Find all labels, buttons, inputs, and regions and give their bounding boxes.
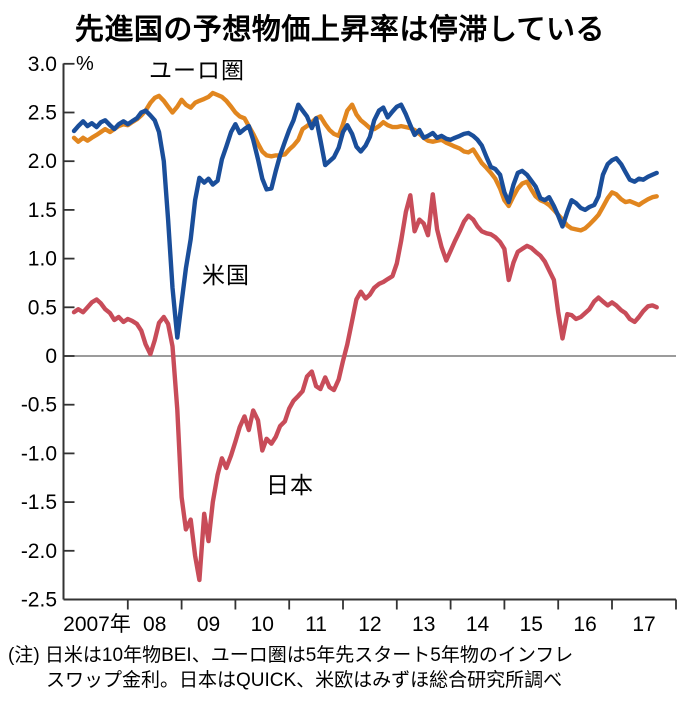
- source-note-line2: スワップ金利。日本はQUICK、米欧はみずほ総合研究所調べ: [46, 670, 563, 691]
- x-tick-label: 10: [251, 613, 274, 636]
- x-tick-label: 09: [197, 613, 220, 636]
- y-axis-unit-label: %: [76, 53, 94, 75]
- series-line-japan: [71, 192, 659, 583]
- x-tick-label: 15: [520, 613, 543, 636]
- x-tick-label: 11: [305, 613, 327, 636]
- x-tick-label: 2007年: [63, 613, 131, 636]
- y-tick-label: 2.5: [28, 102, 57, 125]
- y-tick-label: -2.0: [21, 540, 57, 563]
- y-tick-label: 1.5: [28, 199, 57, 222]
- x-tick-label: 08: [143, 613, 166, 636]
- series-label-japan: 日本: [266, 472, 314, 498]
- y-tick-label: -2.5: [21, 589, 57, 612]
- x-tick-label: 14: [466, 613, 490, 636]
- x-tick-label: 16: [573, 613, 596, 636]
- y-tick-label: -1.0: [21, 442, 57, 465]
- y-tick-label: 0: [45, 345, 57, 368]
- x-tick-label: 13: [412, 613, 435, 636]
- series-label-eurozone: ユーロ圏: [149, 57, 245, 83]
- series-label-us: 米国: [202, 262, 250, 288]
- y-tick-label: 1.0: [28, 248, 57, 271]
- source-note-line1: (注) 日米は10年物BEI、ユーロ圏は5年先スタート5年物のインフレ: [8, 645, 574, 666]
- series-line-us: [71, 102, 659, 340]
- x-tick-label: 17: [632, 613, 655, 636]
- y-tick-label: 2.0: [28, 150, 57, 173]
- x-tick-label: 12: [358, 613, 381, 636]
- y-tick-label: 0.5: [28, 296, 57, 319]
- source-note: (注) 日米は10年物BEI、ユーロ圏は5年先スタート5年物のインフレ スワップ…: [8, 643, 573, 693]
- y-tick-label: -0.5: [21, 394, 57, 417]
- y-tick-label: -1.5: [21, 491, 57, 514]
- y-tick-label: 3.0: [28, 53, 57, 76]
- chart-title: 先進国の予想物価上昇率は停滞している: [74, 14, 606, 46]
